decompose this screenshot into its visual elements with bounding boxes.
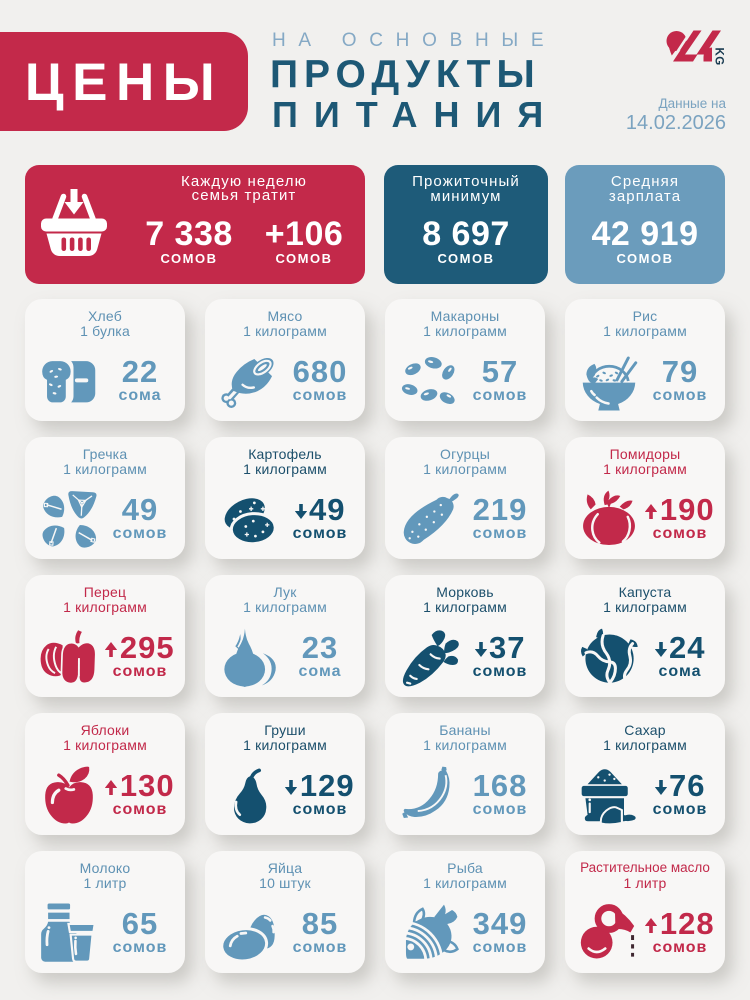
svg-text:KG: KG xyxy=(713,48,725,66)
